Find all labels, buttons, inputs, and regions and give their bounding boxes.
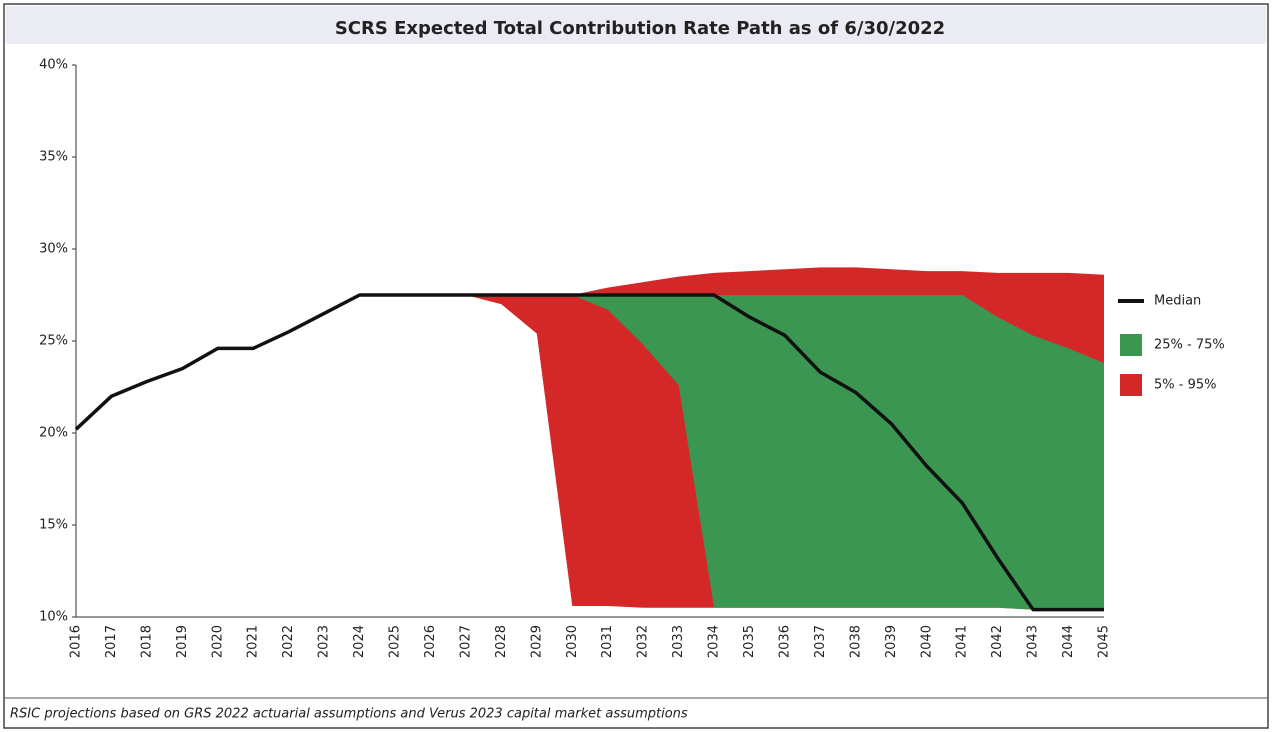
y-tick-label: 30% [39,242,68,257]
y-tick-label: 15% [39,518,68,533]
footnote: RSIC projections based on GRS 2022 actua… [10,707,688,722]
legend-swatch [1120,334,1142,356]
x-tick-label: 2039 [884,625,899,658]
y-tick-label: 10% [39,610,68,625]
x-tick-label: 2024 [352,625,367,658]
legend-label: 25% - 75% [1154,338,1225,353]
legend-swatch [1120,374,1142,396]
legend-label: 5% - 95% [1154,378,1216,393]
x-tick-label: 2033 [671,625,686,658]
x-tick-label: 2042 [990,625,1005,658]
band-area [572,295,1104,610]
x-tick-label: 2017 [104,625,119,658]
x-tick-label: 2023 [317,625,332,658]
x-tick-label: 2016 [69,625,84,658]
x-tick-label: 2036 [777,625,792,658]
y-tick-label: 35% [39,150,68,165]
x-tick-label: 2041 [955,625,970,658]
x-tick-label: 2040 [919,625,934,658]
y-tick-label: 25% [39,334,68,349]
x-tick-label: 2022 [281,625,296,658]
x-tick-label: 2028 [494,625,509,658]
y-tick-label: 20% [39,426,68,441]
x-tick-label: 2045 [1097,625,1112,658]
chart-title: SCRS Expected Total Contribution Rate Pa… [335,18,945,39]
x-tick-label: 2030 [565,625,580,658]
x-tick-label: 2038 [848,625,863,658]
x-tick-label: 2025 [388,625,403,658]
x-tick-label: 2029 [529,625,544,658]
legend-label: Median [1154,294,1201,309]
title-bar [6,6,1266,44]
x-tick-label: 2026 [423,625,438,658]
x-tick-label: 2034 [707,625,722,658]
x-tick-label: 2043 [1026,625,1041,658]
x-tick-label: 2018 [139,625,154,658]
median-line [74,293,1104,612]
x-tick-label: 2020 [210,625,225,658]
x-tick-label: 2044 [1061,625,1076,658]
x-tick-label: 2032 [636,625,651,658]
x-tick-label: 2019 [175,625,190,658]
y-tick-label: 40% [39,58,68,73]
x-tick-label: 2035 [742,625,757,658]
x-tick-label: 2037 [813,625,828,658]
x-tick-label: 2027 [458,625,473,658]
x-tick-label: 2021 [246,625,261,658]
x-tick-label: 2031 [600,625,615,658]
